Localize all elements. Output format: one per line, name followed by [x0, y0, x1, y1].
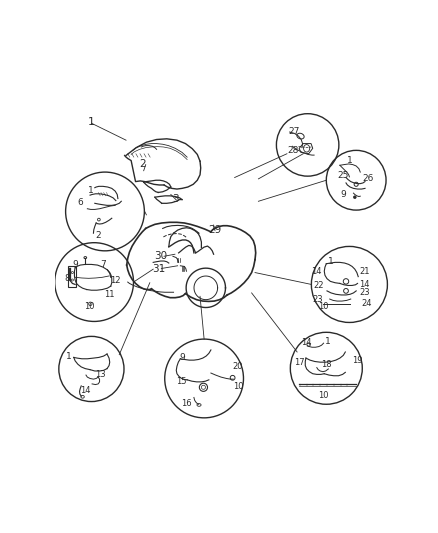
Text: 19: 19: [352, 357, 363, 365]
Text: 13: 13: [95, 370, 106, 379]
Text: 21: 21: [360, 268, 370, 277]
Text: 10: 10: [318, 391, 328, 400]
Text: 31: 31: [152, 264, 166, 274]
Text: 7: 7: [100, 260, 106, 269]
Text: 14: 14: [311, 266, 321, 276]
Text: 15: 15: [176, 377, 187, 386]
Ellipse shape: [353, 196, 356, 199]
Text: 1: 1: [347, 156, 353, 165]
Text: 28: 28: [288, 146, 299, 155]
Text: 11: 11: [104, 290, 114, 300]
Text: 27: 27: [288, 126, 300, 135]
Text: 10: 10: [84, 302, 95, 311]
Text: 2: 2: [95, 231, 101, 240]
Text: 12: 12: [110, 276, 120, 285]
Text: 1: 1: [88, 185, 94, 195]
Text: 9: 9: [179, 353, 185, 362]
Text: 14: 14: [359, 280, 369, 288]
Text: 14: 14: [301, 338, 312, 347]
Text: 26: 26: [362, 174, 373, 183]
Text: 30: 30: [154, 251, 167, 261]
Text: 23: 23: [359, 288, 370, 297]
Text: 17: 17: [294, 358, 304, 367]
Text: 22: 22: [314, 281, 324, 290]
Text: 9: 9: [72, 260, 78, 269]
Text: 14: 14: [80, 386, 90, 395]
Text: 20: 20: [233, 362, 243, 371]
Text: 10: 10: [233, 382, 244, 391]
Text: 1: 1: [66, 352, 72, 360]
Text: 25: 25: [337, 171, 349, 180]
Text: 23: 23: [312, 295, 323, 303]
Text: 16: 16: [181, 399, 192, 408]
Text: 3: 3: [172, 194, 179, 204]
Text: 8: 8: [64, 274, 70, 283]
Text: 1: 1: [325, 337, 331, 346]
Text: 29: 29: [208, 225, 222, 236]
Text: 2: 2: [139, 159, 145, 169]
Text: 6: 6: [77, 198, 83, 207]
Text: 18: 18: [321, 360, 332, 369]
Text: 10: 10: [318, 302, 328, 311]
Text: 1: 1: [328, 256, 333, 265]
Text: 24: 24: [362, 300, 372, 308]
Text: 9: 9: [340, 190, 346, 199]
Text: 1: 1: [87, 117, 94, 127]
